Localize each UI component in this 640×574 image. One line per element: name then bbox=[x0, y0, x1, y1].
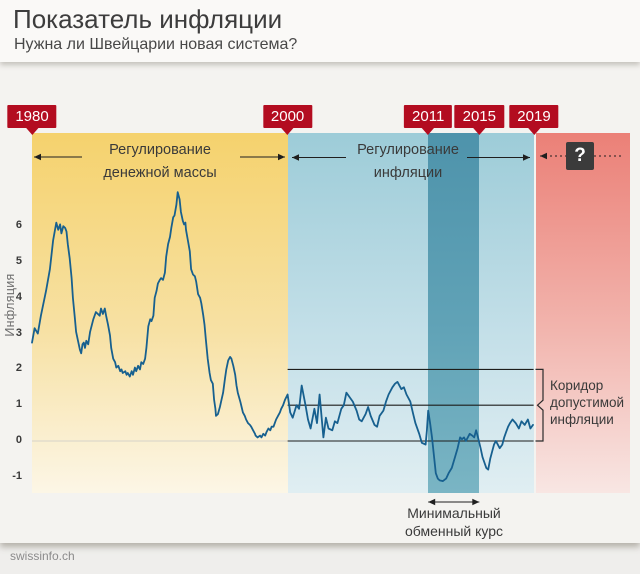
badge-pointer-icon bbox=[526, 127, 541, 135]
era-inflation-label-line1: Регулирование bbox=[357, 142, 459, 158]
badge-pointer-icon bbox=[421, 127, 436, 135]
y-tick-label: 1 bbox=[15, 398, 22, 411]
min-exchange-rate-band bbox=[428, 133, 480, 493]
era-inflation-targeting-label: Регулирование инфляции bbox=[298, 139, 518, 185]
year-badge-2019: 2019 bbox=[509, 105, 559, 135]
era-money-supply-region bbox=[32, 133, 288, 493]
corridor-label: Коридор допустимой инфляции bbox=[550, 377, 624, 428]
y-tick-label: 2 bbox=[15, 362, 22, 375]
era-money-supply-label-line2: денежной массы bbox=[103, 165, 217, 181]
y-tick-label: 6 bbox=[15, 219, 22, 232]
era-inflation-label-line2: инфляции bbox=[373, 165, 443, 181]
min-exchange-rate-line2: обменный курс bbox=[404, 522, 504, 539]
badge-pointer-icon bbox=[472, 127, 487, 135]
year-badge-label: 2015 bbox=[462, 108, 496, 125]
corridor-label-line2: допустимой bbox=[550, 395, 625, 410]
era-money-supply-label: Регулирование денежной массы bbox=[60, 139, 260, 185]
year-badge-label: 2000 bbox=[270, 108, 305, 125]
year-badge-2000: 2000 bbox=[262, 105, 313, 135]
y-tick-label: -1 bbox=[12, 469, 22, 482]
min-exchange-rate-line1: Минимальный bbox=[407, 505, 501, 521]
year-badge-label: 1980 bbox=[15, 108, 49, 125]
question-mark: ? bbox=[574, 145, 586, 166]
y-tick-label: 0 bbox=[15, 434, 22, 446]
future-question-box: ? bbox=[566, 142, 594, 170]
year-badge-label: 2019 bbox=[517, 108, 551, 125]
page-title: Показатель инфляции bbox=[13, 4, 283, 34]
year-badge-2015: 2015 bbox=[454, 105, 504, 135]
corridor-label-line1: Коридор bbox=[550, 378, 604, 393]
era-future-region bbox=[535, 133, 630, 493]
badge-pointer-icon bbox=[25, 127, 39, 135]
year-badge-2011: 2011 bbox=[404, 105, 453, 135]
badge-pointer-icon bbox=[280, 127, 295, 135]
source-attribution: swissinfo.ch bbox=[10, 549, 75, 563]
y-tick-label: 4 bbox=[15, 290, 22, 303]
min-exchange-rate-label: Минимальный обменный курс bbox=[378, 505, 530, 540]
y-tick-label: 5 bbox=[15, 255, 22, 267]
year-badge-label: 2011 bbox=[412, 108, 445, 125]
corridor-label-line3: инфляции bbox=[550, 412, 614, 427]
header: Показатель инфляции Нужна ли Швейцарии н… bbox=[0, 0, 640, 62]
year-badge-1980: 1980 bbox=[7, 105, 57, 135]
era-money-supply-label-line1: Регулирование bbox=[109, 142, 211, 158]
era-inflation-targeting-region bbox=[287, 133, 534, 493]
page-subtitle: Нужна ли Швейцарии новая система? bbox=[14, 36, 298, 53]
y-tick-label: 3 bbox=[15, 326, 22, 339]
